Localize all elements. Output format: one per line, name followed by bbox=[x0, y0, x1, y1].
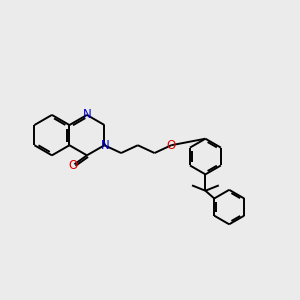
Text: O: O bbox=[167, 139, 176, 152]
Text: O: O bbox=[68, 159, 78, 172]
Text: N: N bbox=[82, 108, 91, 121]
Text: N: N bbox=[100, 139, 109, 152]
